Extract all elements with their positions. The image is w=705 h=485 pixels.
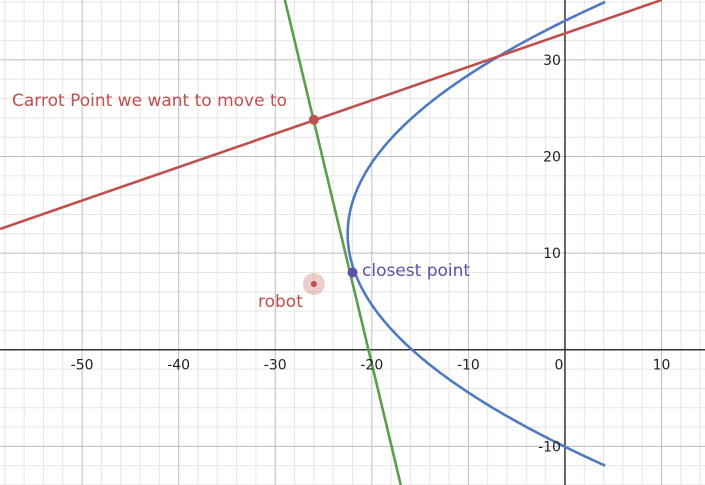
perpendicular-line <box>283 0 403 485</box>
x-tick-label: 10 <box>653 358 671 374</box>
x-tick-label: -30 <box>264 358 287 374</box>
closest-point-marker <box>347 267 358 278</box>
points-layer <box>302 114 358 296</box>
x-tick-label: -50 <box>71 358 94 374</box>
x-tick-label: -20 <box>360 358 383 374</box>
target-line <box>0 0 662 231</box>
robot-point <box>310 281 317 288</box>
x-tick-label: -10 <box>457 358 480 374</box>
y-tick-label: 20 <box>543 150 561 166</box>
carrot-point-label: Carrot Point we want to move to <box>12 91 287 111</box>
robot-label: robot <box>258 292 303 312</box>
y-tick-label: 30 <box>543 53 561 69</box>
y-tick-label: -10 <box>538 439 561 455</box>
x-tick-label: -40 <box>167 358 190 374</box>
closest-point-label: closest point <box>362 261 470 281</box>
x-tick-label: 0 <box>555 358 564 374</box>
parabola-path-curve <box>346 0 606 467</box>
carrot-point-marker <box>308 114 319 125</box>
y-tick-label: 10 <box>543 246 561 262</box>
series-layer <box>0 0 662 485</box>
tick-labels: -50 -40 -30 -20 -10 0 10 -10 10 20 30 <box>71 53 671 455</box>
annotations: Carrot Point we want to move to closest p… <box>12 91 470 312</box>
